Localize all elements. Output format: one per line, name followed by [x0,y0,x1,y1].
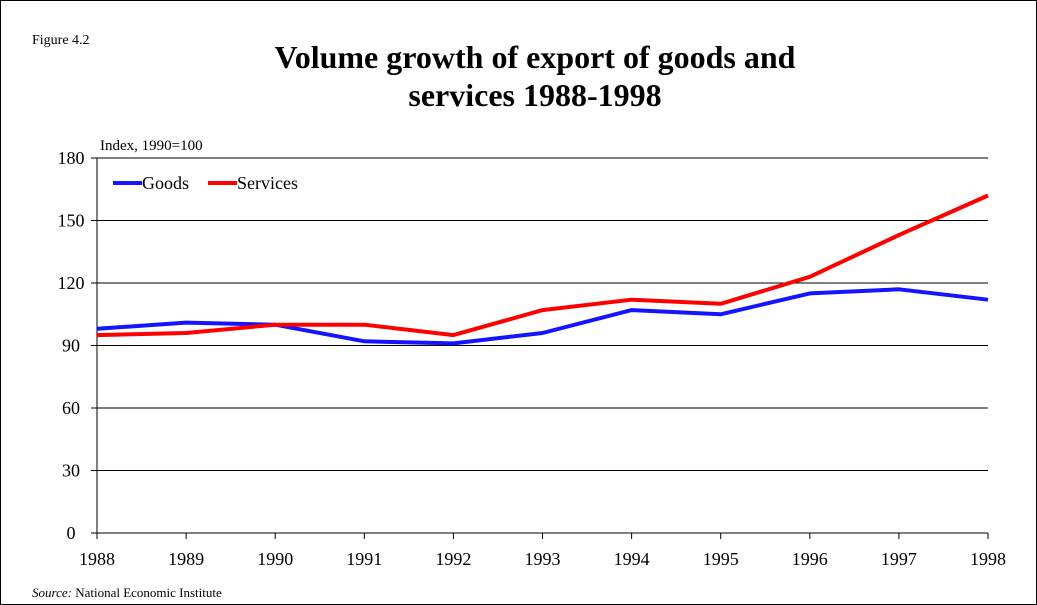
legend-label-goods: Goods [142,173,189,193]
plot-area: 0 30 60 90 120 150 180 1988 1989 1990 1991 1992 1993… [58,148,1007,569]
x-tick-label-1989: 1989 [168,549,204,569]
chart-title: Volume growth of export of goods and ser… [140,38,930,114]
y-tick-label-60: 60 [62,398,80,418]
x-tick-label-1990: 1990 [257,549,293,569]
series-line-services [96,193,989,338]
legend-label-services: Services [237,173,298,193]
figure-label: Figure 4.2 [32,33,90,48]
source-note: Source: National Economic Institute [32,585,222,601]
x-tick-label-1996: 1996 [792,549,828,569]
y-tick-label-30: 30 [62,461,80,481]
x-tick-label-1995: 1995 [703,549,739,569]
source-text: National Economic Institute [71,585,222,600]
x-tick-label-1994: 1994 [614,549,650,569]
chart-title-line-1: Volume growth of export of goods and [274,39,796,75]
y-tick-label-150: 150 [58,211,85,231]
x-tick-label-1991: 1991 [346,549,382,569]
x-tick-label-1992: 1992 [435,549,471,569]
source-prefix: Source: [32,585,72,600]
x-tick-label-1993: 1993 [525,549,561,569]
chart-title-line-2: services 1988-1998 [408,77,662,113]
x-tick-label-1998: 1998 [970,549,1006,569]
y-tick-label-180: 180 [58,148,85,168]
x-tick-label-1997: 1997 [881,549,917,569]
y-axis-label: Index, 1990=100 [100,138,203,154]
y-tick-label-120: 120 [58,273,85,293]
y-tick-label-90: 90 [62,336,80,356]
series-line-goods [96,287,989,346]
y-tick-label-0: 0 [67,523,76,543]
x-tick-label-1988: 1988 [79,549,115,569]
